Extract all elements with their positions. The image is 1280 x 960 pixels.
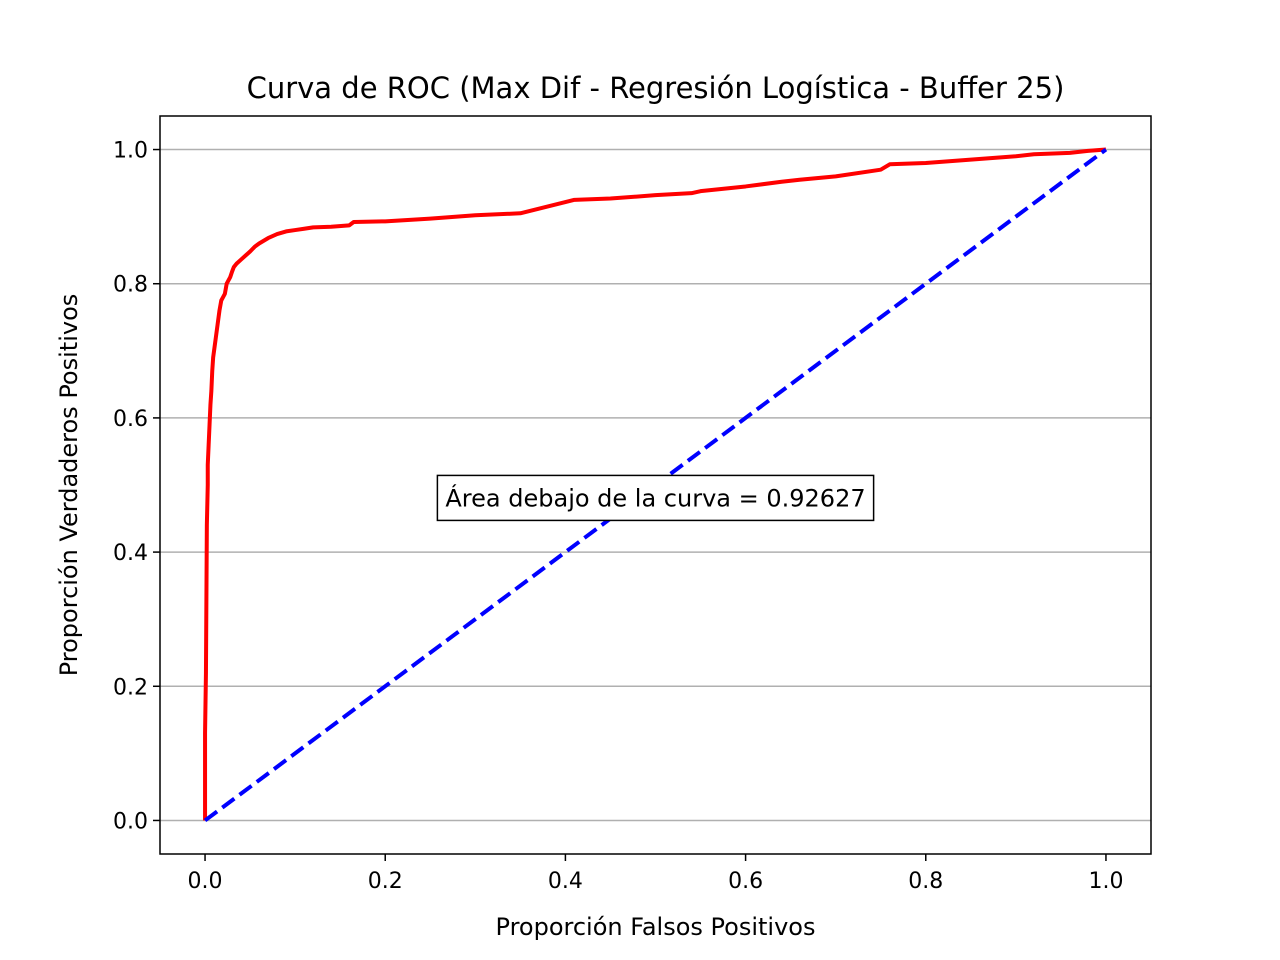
y-tick-label-3: 0.6	[113, 407, 148, 432]
roc-curve-line	[203, 147, 1107, 821]
x-tick-label-4: 0.8	[908, 869, 943, 894]
x-tick-label-0: 0.0	[188, 869, 223, 894]
x-tick-label-2: 0.4	[548, 869, 583, 894]
auc-annotation: Área debajo de la curva = 0.92627	[436, 474, 875, 522]
y-tick-label-5: 1.0	[113, 139, 148, 164]
x-tick-label-5: 1.0	[1088, 869, 1123, 894]
x-axis-label: Proporción Falsos Positivos	[496, 913, 816, 941]
y-tick-label-4: 0.8	[113, 273, 148, 298]
y-axis-label: Proporción Verdaderos Positivos	[55, 294, 83, 677]
grid-lines	[160, 148, 1151, 822]
plot-frame	[159, 115, 1152, 855]
x-axis-ticks: 0.0 0.2 0.4 0.6 0.8 1.0	[188, 854, 1123, 894]
y-tick-label-1: 0.2	[113, 675, 148, 700]
y-axis-ticks: 0.0 0.2 0.4 0.6 0.8 1.0	[113, 139, 160, 834]
x-tick-label-1: 0.2	[368, 869, 403, 894]
y-tick-label-2: 0.4	[113, 541, 148, 566]
annotation-text: Área debajo de la curva = 0.92627	[445, 483, 865, 512]
annotation-box	[436, 474, 875, 522]
chart-title: Curva de ROC (Max Dif - Regresión Logíst…	[247, 71, 1065, 105]
x-tick-label-3: 0.6	[728, 869, 763, 894]
y-tick-label-0: 0.0	[113, 809, 148, 834]
